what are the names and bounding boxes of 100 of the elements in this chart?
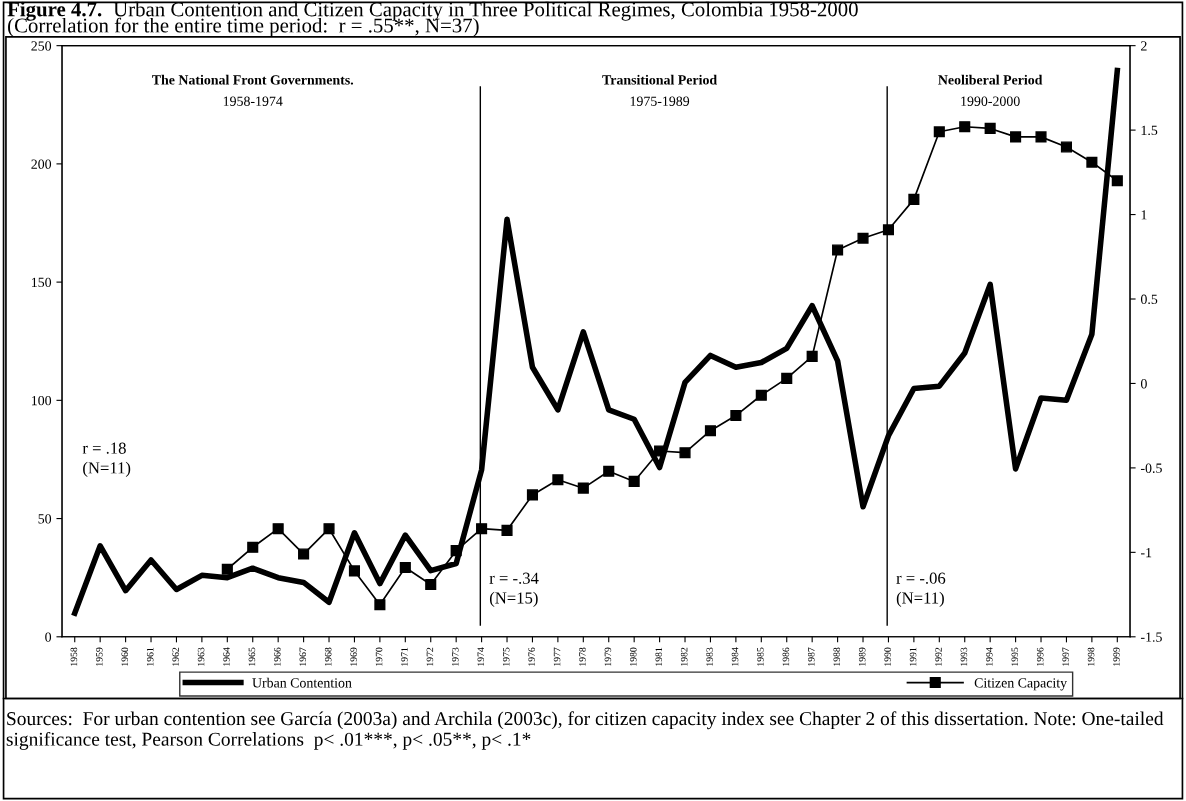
x-tick-label: 1983: [706, 647, 713, 666]
point: [806, 350, 818, 362]
point: [247, 541, 259, 553]
x-tick-label: 1995: [1011, 647, 1019, 666]
x-tick-label: 1959: [96, 647, 103, 666]
annotation: Neoliberal Period: [938, 74, 1043, 85]
point: [603, 465, 615, 477]
y2-tick-label: -0.5: [1140, 463, 1162, 473]
x-tick-label: 1993: [960, 647, 968, 666]
point: [1060, 141, 1073, 153]
point: [476, 523, 488, 535]
x-tick-label: 1989: [858, 647, 866, 666]
y-tick-label: 150: [32, 277, 52, 288]
x-tick-label: 1991: [909, 647, 917, 666]
x-tick-label: 1975: [502, 647, 510, 666]
point: [399, 561, 411, 574]
x-tick-label: 1966: [274, 647, 281, 666]
x-tick-label: 1988: [833, 647, 841, 666]
x-tick-label: 1963: [197, 647, 205, 666]
y2-tick-label: 2: [1141, 41, 1147, 51]
annotation: Transitional Period: [602, 74, 717, 85]
x-tick-label: 1990: [884, 647, 891, 666]
point: [323, 523, 335, 535]
point: [1010, 131, 1022, 143]
x-tick-label: 1978: [579, 647, 586, 666]
x-tick-label: 1971: [401, 647, 408, 666]
point: [221, 563, 233, 575]
x-tick-label: 1969: [350, 647, 357, 666]
point: [908, 193, 920, 205]
x-tick-label: 1999: [1113, 647, 1120, 666]
x-tick-label: 1979: [604, 647, 612, 666]
y2-tick-label: 0: [1140, 379, 1147, 389]
point: [857, 232, 869, 244]
point: [730, 409, 742, 422]
x-tick-label: 1997: [1062, 647, 1069, 666]
y2-tick-label: 1: [1141, 210, 1147, 220]
x-tick-label: 1982: [680, 647, 688, 666]
annotation: 1975-1989: [630, 96, 690, 106]
y-tick-label: 0: [45, 632, 52, 642]
y2-tick-label: 0.5: [1140, 294, 1158, 305]
source-note: Sources: For urban contention see García (2003a) and Archila (2003c), for citizen capacity index see Chapter 2 of this dissertation. Note: One-tailed significance test, Pearson Correlations p< .01***, p< .05**, p< .1*: [6, 711, 1164, 750]
point: [298, 548, 310, 560]
y-tick-label: 50: [38, 514, 52, 524]
annotation: r = -.34 (N=15): [489, 572, 539, 607]
point: [984, 122, 996, 134]
point: [755, 389, 767, 401]
y-tick-label: 100: [32, 395, 52, 406]
point: [959, 121, 971, 133]
point: [781, 372, 793, 384]
x-tick-label: 1961: [146, 647, 154, 666]
point: [577, 482, 589, 494]
x-tick-label: 1974: [477, 647, 485, 666]
point: [272, 523, 284, 535]
x-tick-label: 1985: [757, 647, 764, 666]
x-tick-label: 1998: [1087, 647, 1095, 666]
point: [552, 474, 564, 486]
point: [425, 578, 437, 590]
point: [1111, 175, 1123, 187]
point: [1035, 131, 1047, 143]
x-tick-label: 1981: [655, 647, 663, 666]
annotation: 1990-2000: [961, 96, 1020, 106]
point: [832, 244, 844, 256]
y2-tick-label: -1.5: [1140, 632, 1162, 642]
y2-tick-label: -1: [1140, 548, 1152, 558]
point: [628, 475, 640, 487]
x-tick-label: 1973: [452, 647, 459, 666]
x-tick-label: 1986: [782, 647, 790, 666]
x-tick-label: 1972: [426, 647, 434, 666]
x-tick-label: 1980: [630, 647, 637, 666]
y2-tick-label: 1.5: [1141, 125, 1158, 136]
annotation: The National Front Governments.: [152, 74, 354, 85]
x-tick-label: 1987: [808, 647, 815, 666]
x-tick-label: 1994: [986, 647, 993, 666]
point: [1086, 156, 1098, 168]
x-tick-label: 1984: [731, 647, 739, 666]
x-tick-label: 1977: [553, 647, 561, 666]
point: [679, 447, 691, 459]
x-tick-label: 1970: [375, 647, 383, 666]
x-tick-label: 1992: [935, 647, 942, 666]
point: [526, 489, 539, 501]
annotation: r = .18 (N=11): [82, 442, 131, 477]
annotation: 1958-1974: [223, 96, 283, 106]
y-tick-label: 250: [31, 41, 52, 51]
x-tick-label: 1996: [1036, 647, 1044, 666]
y-tick-label: 200: [31, 159, 52, 169]
x-tick-label: 1967: [299, 647, 307, 666]
x-tick-label: 1958: [70, 647, 78, 666]
point: [374, 599, 386, 611]
point: [933, 126, 945, 138]
legend-label: Urban Contention: [252, 677, 352, 688]
point: [348, 565, 361, 577]
point: [501, 524, 513, 536]
annotation: r = -.06 (N=11): [896, 572, 946, 607]
x-tick-label: 1965: [248, 647, 256, 666]
point: [704, 425, 717, 437]
x-tick-label: 1968: [324, 647, 332, 666]
x-tick-label: 1964: [223, 647, 230, 666]
x-tick-label: 1962: [172, 647, 179, 666]
x-tick-label: 1976: [528, 647, 535, 666]
legend-label: Citizen Capacity: [974, 678, 1068, 691]
